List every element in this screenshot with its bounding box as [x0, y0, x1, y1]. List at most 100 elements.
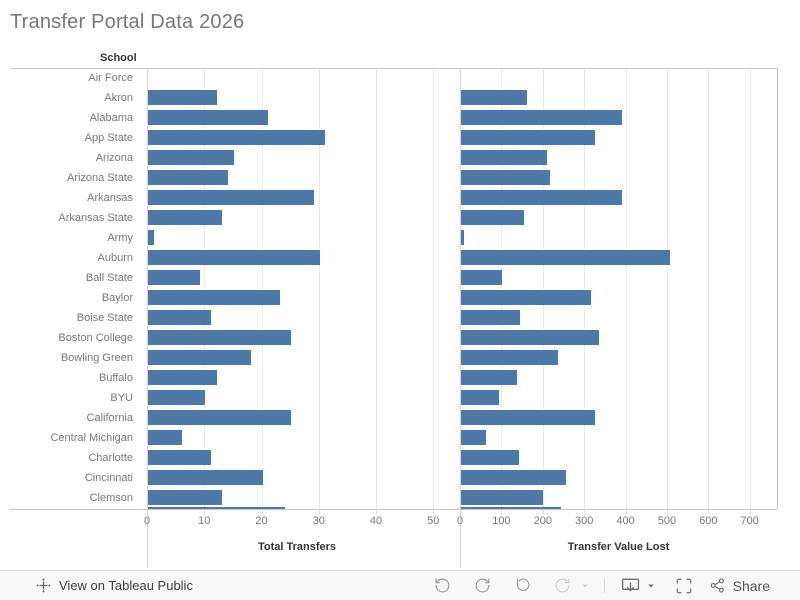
bar[interactable] — [461, 310, 521, 325]
bar[interactable] — [148, 230, 154, 245]
tick-mark — [376, 510, 377, 514]
toolbar-divider — [603, 578, 605, 593]
bar[interactable] — [461, 450, 519, 465]
bar[interactable] — [148, 110, 269, 125]
bar[interactable] — [461, 90, 528, 105]
tick-label: 400 — [616, 515, 635, 527]
tick-mark — [749, 510, 751, 514]
category-label: Bowling Green — [60, 352, 133, 364]
toolbar-actions: Share — [434, 576, 800, 596]
tick-label: 600 — [699, 515, 718, 527]
share-icon — [710, 578, 724, 593]
category-label: Ball State — [85, 272, 133, 284]
bar[interactable] — [148, 410, 292, 425]
bar[interactable] — [148, 350, 252, 365]
category-label: BYU — [110, 392, 133, 404]
pause-updates-caret-button[interactable] — [580, 581, 590, 591]
tick-label: 100 — [492, 515, 511, 527]
category-label: Alabama — [89, 112, 133, 124]
refresh-button[interactable] — [554, 577, 571, 594]
bar[interactable] — [461, 250, 671, 265]
tick-label: 50 — [427, 515, 440, 527]
tick-label: 700 — [740, 515, 759, 527]
bar[interactable] — [148, 450, 211, 465]
chart-pane-transfer-value-lost — [460, 68, 777, 510]
undo-icon — [435, 578, 450, 593]
bar[interactable] — [461, 470, 567, 485]
bar[interactable] — [461, 330, 600, 345]
category-label: Arkansas State — [58, 212, 133, 224]
tick-mark — [261, 510, 263, 514]
view-on-tableau-public-button[interactable]: View on Tableau Public — [0, 578, 193, 593]
tick-label: 200 — [533, 515, 552, 527]
bar[interactable] — [148, 90, 217, 105]
bar[interactable] — [461, 130, 596, 145]
gridline — [376, 68, 377, 509]
tick-mark — [708, 510, 710, 514]
bar[interactable] — [148, 330, 292, 345]
category-label: Air Force — [88, 72, 133, 84]
bar[interactable] — [461, 350, 558, 365]
chart-top-border — [10, 68, 777, 69]
bar[interactable] — [461, 110, 622, 125]
revert-button[interactable] — [514, 577, 531, 594]
category-label: Arizona — [95, 152, 133, 164]
fullscreen-button[interactable] — [675, 577, 693, 595]
x-axis-title-total-transfers: Total Transfers — [257, 541, 337, 553]
bar[interactable] — [461, 270, 502, 285]
bar[interactable] — [461, 390, 500, 405]
category-label: Buffalo — [98, 372, 133, 384]
bar[interactable] — [148, 150, 234, 165]
bar[interactable] — [461, 150, 548, 165]
gridline — [261, 68, 263, 509]
bar[interactable] — [148, 210, 223, 225]
x-axis-transfer-value-lost: 0 100 200 300 400 500 600 700 — [457, 510, 777, 536]
tick-mark — [584, 510, 586, 514]
bar[interactable] — [461, 230, 465, 245]
bar[interactable] — [148, 430, 183, 445]
download-button[interactable] — [620, 576, 641, 596]
bar[interactable] — [148, 370, 217, 385]
bar[interactable] — [148, 470, 263, 485]
category-label: Arkansas — [87, 192, 133, 204]
bar[interactable] — [461, 370, 518, 385]
bar[interactable] — [461, 190, 622, 205]
bar[interactable] — [461, 170, 551, 185]
partial-bar[interactable] — [461, 507, 561, 510]
bar[interactable] — [461, 430, 487, 445]
bar[interactable] — [461, 490, 543, 505]
redo-button[interactable] — [474, 577, 491, 594]
tick-label: 30 — [312, 515, 325, 527]
bar[interactable] — [461, 210, 525, 225]
tick-mark — [501, 510, 503, 514]
gridline — [666, 68, 668, 509]
bar[interactable] — [148, 290, 280, 305]
tick-label: 40 — [369, 515, 383, 527]
bar[interactable] — [461, 410, 596, 425]
bar[interactable] — [148, 270, 200, 285]
partial-bar[interactable] — [148, 507, 286, 510]
right-chart-axis-line — [460, 68, 461, 568]
category-label: Akron — [104, 92, 133, 104]
download-caret-button[interactable] — [646, 581, 656, 591]
tick-mark — [625, 510, 627, 514]
bar[interactable] — [148, 190, 315, 205]
undo-button[interactable] — [434, 577, 451, 594]
bar[interactable] — [148, 170, 229, 185]
caret-down-icon — [581, 584, 588, 588]
column-header-school: School — [100, 52, 137, 64]
bar[interactable] — [148, 310, 211, 325]
bar[interactable] — [461, 290, 592, 305]
tick-mark — [204, 510, 206, 514]
category-label: Cincinnati — [84, 472, 133, 484]
chart-pane-total-transfers — [147, 68, 447, 510]
bar[interactable] — [148, 250, 320, 265]
bar[interactable] — [148, 130, 326, 145]
redo-icon — [475, 578, 490, 593]
view-on-tableau-public-label: View on Tableau Public — [59, 578, 193, 593]
bar[interactable] — [148, 490, 223, 505]
share-button[interactable]: Share — [709, 577, 770, 594]
left-chart-axis-line — [147, 68, 148, 568]
bar[interactable] — [148, 390, 206, 405]
